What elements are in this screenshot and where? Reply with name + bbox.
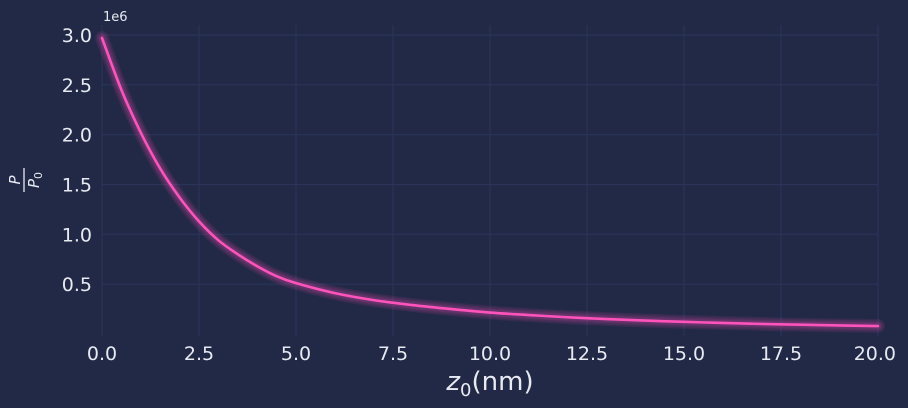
x-tick-label: 5.0 xyxy=(281,343,311,365)
y-tick-label: 2.5 xyxy=(62,75,92,97)
x-tick-label: 2.5 xyxy=(184,343,214,365)
y-axis-label: P P0 xyxy=(6,168,45,192)
x-tick-label: 0.0 xyxy=(87,343,117,365)
y-tick-label: 1.5 xyxy=(62,175,92,197)
series-path xyxy=(100,36,880,328)
x-tick-label: 17.5 xyxy=(760,343,802,365)
y-tick-label: 1.0 xyxy=(62,224,92,246)
x-axis-label-unit: (nm) xyxy=(472,367,534,397)
series-line xyxy=(100,36,880,328)
y-axis-label-denominator-sub: 0 xyxy=(32,172,45,179)
x-tick-label: 7.5 xyxy=(378,343,408,365)
y-axis-label-denominator-main: P xyxy=(25,178,43,188)
x-tick-labels: 0.0 2.5 5.0 7.5 10.0 12.5 15.0 17.5 20.0 xyxy=(87,343,896,365)
y-tick-labels: 0.5 1.0 1.5 2.0 2.5 3.0 xyxy=(62,25,92,296)
x-axis-label-main: z xyxy=(445,367,461,397)
x-tick-label: 12.5 xyxy=(566,343,608,365)
y-axis-label-denominator: P0 xyxy=(25,172,45,188)
y-tick-label: 0.5 xyxy=(62,274,92,296)
x-tick-label: 15.0 xyxy=(663,343,705,365)
y-axis-label-numerator: P xyxy=(6,175,24,185)
grid xyxy=(101,25,879,336)
x-axis-label-sub: 0 xyxy=(460,380,471,401)
x-tick-label: 20.0 xyxy=(854,343,896,365)
x-axis-label: z0(nm) xyxy=(445,367,533,401)
x-tick-label: 10.0 xyxy=(469,343,511,365)
y-tick-label: 2.0 xyxy=(62,125,92,147)
y-offset-label: 1e6 xyxy=(103,10,128,25)
y-tick-label: 3.0 xyxy=(62,25,92,47)
